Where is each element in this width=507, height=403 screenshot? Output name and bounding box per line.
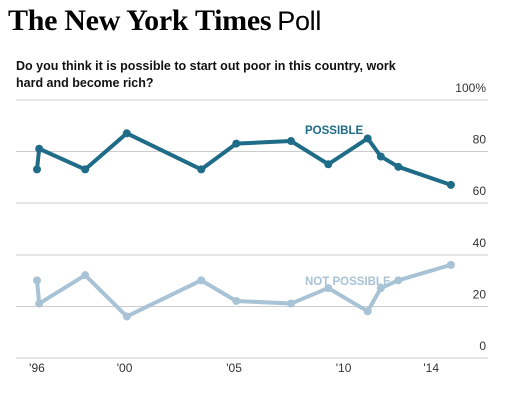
series-label-not-possible: NOT POSSIBLE — [305, 276, 391, 288]
y-tick-label-60: 60 — [473, 184, 487, 198]
data-point-not-possible-2 — [81, 271, 90, 280]
data-point-not-possible-11 — [446, 260, 455, 269]
data-point-not-possible-0 — [33, 276, 41, 285]
data-point-possible-7 — [324, 160, 333, 169]
data-point-not-possible-7 — [324, 284, 333, 293]
data-point-not-possible-4 — [197, 276, 206, 285]
data-point-not-possible-5 — [232, 296, 241, 305]
data-point-possible-2 — [81, 165, 90, 174]
data-point-not-possible-3 — [122, 312, 131, 321]
series — [33, 129, 455, 321]
y-tick-label-100: 100% — [455, 81, 486, 95]
brand-name: The New York Times — [8, 4, 272, 37]
y-tick-label-0: 0 — [479, 339, 486, 353]
grid — [16, 99, 488, 359]
x-tick-label-1996: '96 — [29, 361, 45, 375]
series-line-not-possible — [35, 262, 453, 319]
y-tick-label-20: 20 — [473, 287, 487, 301]
data-point-not-possible-6 — [287, 299, 296, 308]
x-tick-label-2014: '14 — [423, 361, 439, 375]
data-point-possible-0 — [33, 165, 41, 174]
data-point-not-possible-9 — [376, 284, 385, 293]
x-tick-label-2000: '00 — [117, 361, 133, 375]
y-tick-label-80: 80 — [473, 133, 487, 147]
data-point-possible-4 — [197, 165, 206, 174]
data-point-not-possible-10 — [394, 276, 403, 285]
data-point-possible-6 — [287, 137, 296, 146]
data-point-possible-3 — [122, 129, 131, 138]
data-point-possible-10 — [394, 162, 403, 171]
brand-logo: The New York Times Poll — [8, 4, 321, 38]
brand-suffix: Poll — [277, 6, 322, 36]
data-point-possible-11 — [446, 180, 455, 189]
chart-question: Do you think it is possible to start out… — [16, 59, 396, 90]
series-label-possible: POSSIBLE — [305, 125, 363, 137]
data-point-possible-8 — [363, 134, 372, 143]
data-point-not-possible-8 — [363, 307, 372, 316]
data-point-possible-9 — [376, 152, 385, 161]
x-axis-ticks: '96 '00 '05 '10 '14 — [29, 361, 439, 375]
data-point-possible-5 — [232, 139, 241, 148]
x-tick-label-2005: '05 — [226, 361, 242, 375]
data-point-possible-1 — [35, 144, 44, 153]
series-line-possible — [35, 131, 453, 187]
y-axis-ticks: 0 20 40 60 80 100% — [455, 81, 486, 353]
data-point-not-possible-1 — [35, 299, 44, 308]
x-tick-label-2010: '10 — [336, 361, 352, 375]
y-tick-label-40: 40 — [473, 236, 487, 250]
series-labels: POSSIBLE NOT POSSIBLE — [305, 125, 391, 288]
